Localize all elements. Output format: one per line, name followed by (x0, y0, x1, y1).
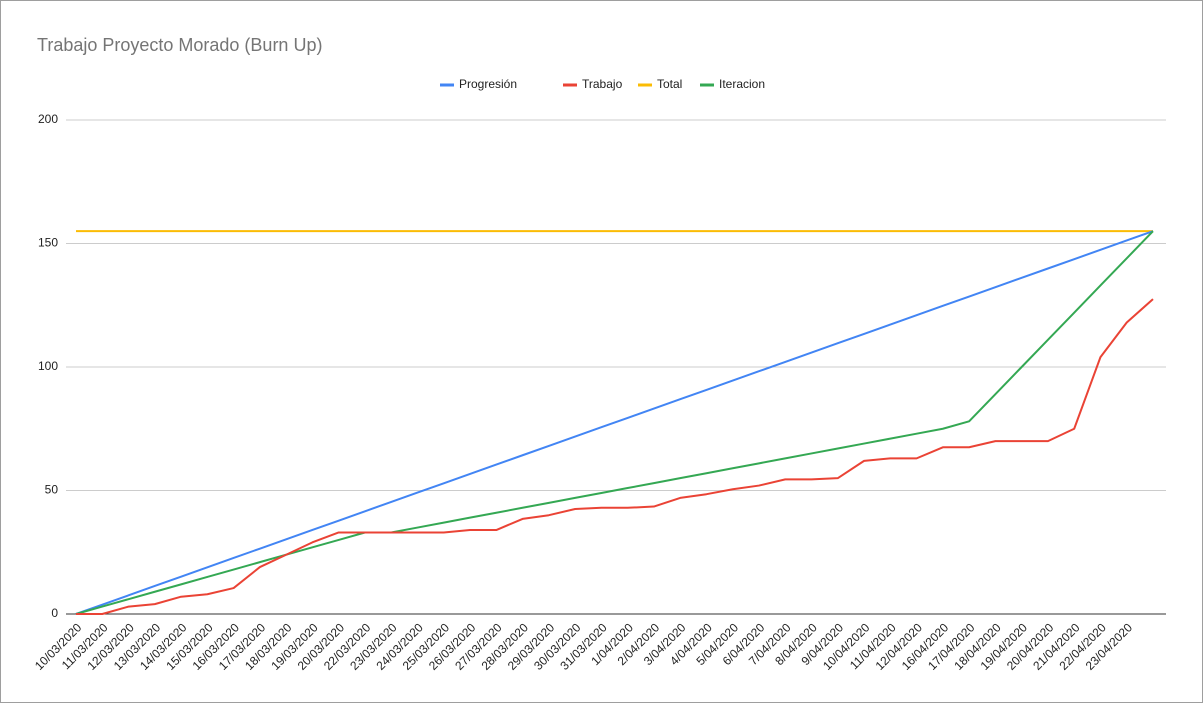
legend-label: Trabajo (582, 77, 623, 91)
legend-label: Iteracion (719, 77, 765, 91)
y-tick-label: 150 (38, 236, 58, 250)
y-tick-label: 0 (51, 606, 58, 620)
chart-title: Trabajo Proyecto Morado (Burn Up) (37, 35, 322, 55)
series-line (76, 298, 1154, 615)
y-tick-label: 100 (38, 359, 58, 373)
legend-label: Total (657, 77, 682, 91)
series-line (75, 230, 1154, 615)
legend-label: Progresión (459, 77, 517, 91)
y-tick-label: 50 (45, 483, 59, 497)
y-tick-label: 200 (38, 112, 58, 126)
series-line (75, 230, 1154, 615)
